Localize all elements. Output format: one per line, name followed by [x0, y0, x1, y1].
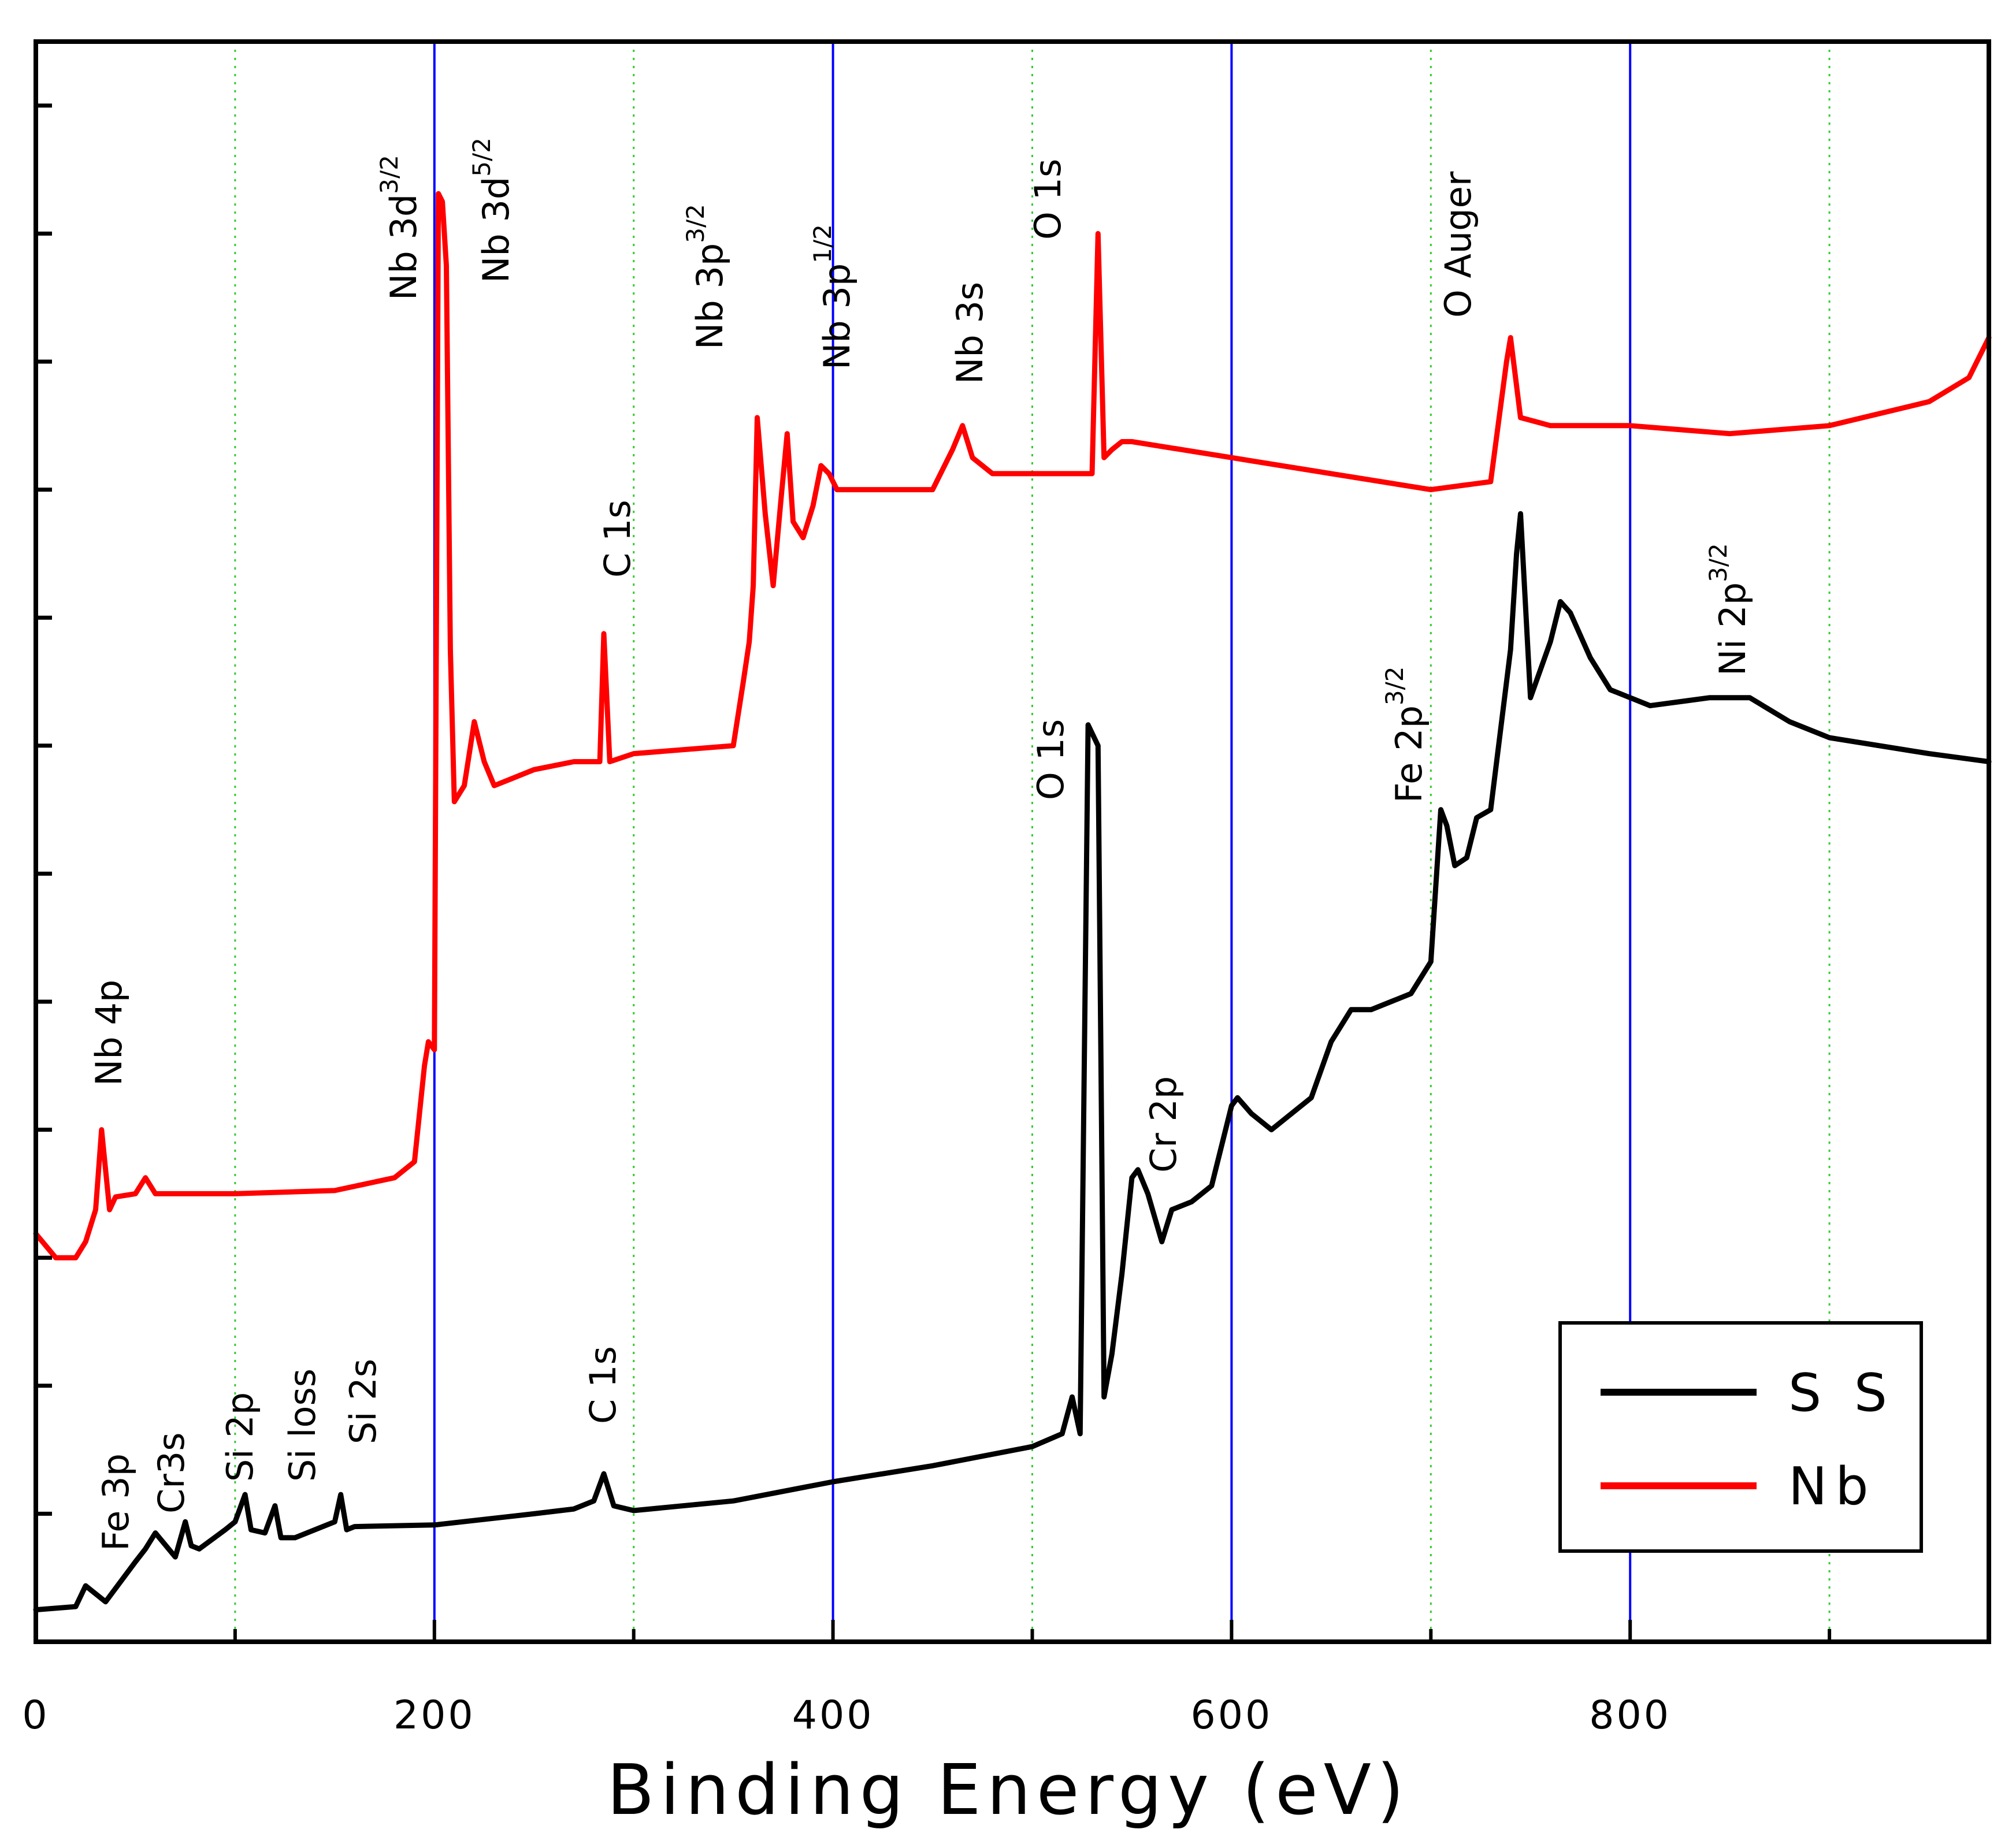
legend-box	[1558, 1321, 1923, 1553]
annotation-ss-si-2s: Si 2s	[342, 1359, 384, 1444]
annotation-nb-3p-12: Nb 3p1/2	[808, 224, 858, 370]
annotation-ss-cr3s: Cr3s	[150, 1432, 192, 1514]
annotation-ss-o-1s: O 1s	[1030, 719, 1072, 800]
annotation-ss-cr-2p: Cr 2p	[1142, 1076, 1185, 1173]
annotation-nb-3d-32: Nb 3d3/2	[375, 155, 425, 300]
plot-frame	[34, 39, 1991, 1644]
legend-label-ss: S S	[1788, 1363, 1895, 1423]
annotation-nb-o-auger: O Auger	[1437, 171, 1479, 318]
peak-annotations: Nb 4p Nb 3d3/2 Nb 3d5/2 C 1s Nb 3p3/2 Nb…	[88, 137, 1754, 1551]
annotation-nb-3s: Nb 3s	[949, 282, 991, 384]
series-line-ss	[33, 511, 1992, 1613]
series-lines	[33, 191, 1992, 1613]
annotation-nb-3d-52: Nb 3d5/2	[467, 137, 517, 283]
annotation-ss-c-1s: C 1s	[582, 1346, 624, 1424]
x-tick-label-800: 800	[1589, 1693, 1671, 1738]
annotation-ss-fe-2p: Fe 2p3/2	[1380, 666, 1430, 803]
annotation-nb-3p-32: Nb 3p3/2	[681, 204, 731, 349]
x-tick-label-600: 600	[1190, 1693, 1272, 1738]
annotation-ss-ni-2p: Ni 2p3/2	[1704, 543, 1754, 676]
x-tick-label-200: 200	[393, 1693, 476, 1738]
annotation-ss-si-loss: Si loss	[281, 1369, 324, 1482]
annotation-ss-si-2p: Si 2p	[219, 1392, 261, 1482]
x-tick-label-0: 0	[22, 1693, 49, 1738]
legend: S S Nb	[1558, 1321, 1923, 1553]
series-line-nb	[33, 191, 1992, 1260]
annotation-nb-c-1s: C 1s	[596, 500, 638, 578]
x-tick-label-400: 400	[792, 1693, 874, 1738]
legend-label-nb: Nb	[1788, 1456, 1876, 1517]
x-axis-title: Binding Energy (eV)	[607, 1750, 1409, 1831]
annotation-ss-fe-3p: Fe 3p	[95, 1453, 137, 1551]
y-ticks	[36, 103, 52, 1644]
annotation-nb-o-1s: O 1s	[1027, 159, 1069, 240]
x-ticks: 0 200 400 600 800	[22, 1620, 1832, 1738]
annotation-nb-4p: Nb 4p	[88, 980, 130, 1086]
